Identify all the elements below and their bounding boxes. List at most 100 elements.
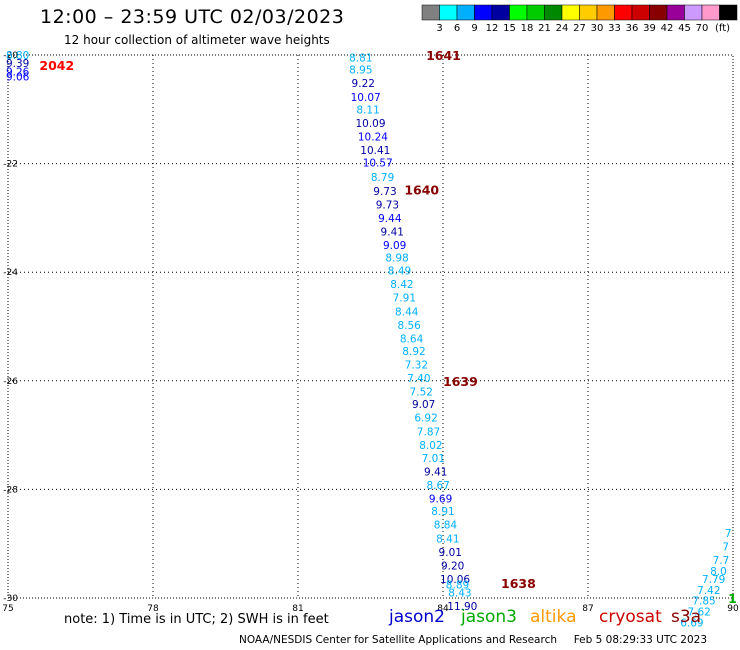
data-point-label: 7: [722, 541, 729, 553]
data-point-label: 7.40: [407, 373, 430, 385]
footer-credit: NOAA/NESDIS Center for Satellite Applica…: [239, 634, 707, 646]
pass-id-label: 1640: [404, 183, 439, 198]
data-point-label: 8.98: [385, 253, 408, 265]
colorbar-tick-label: 33: [608, 23, 621, 34]
data-point-label: 10.24: [358, 131, 388, 143]
data-point-label: 8.02: [419, 440, 442, 452]
data-point-label: 9.69: [429, 494, 452, 506]
colorbar-unit: (ft): [715, 23, 730, 34]
y-tick-label: -28: [3, 485, 18, 495]
colorbar-tick-label: 30: [591, 23, 604, 34]
colorbar-tick-label: 12: [486, 23, 499, 34]
data-point-label: 10.09: [355, 118, 385, 130]
data-point-label: 7.7: [713, 555, 730, 567]
data-point-label: 7.79: [702, 574, 725, 586]
colorbar-legend: 3 6 9 12 15 18 21 24 27 30 33 36 39 42 45 70 (ft): [421, 4, 738, 34]
data-point-label: 9.06: [6, 72, 30, 84]
colorbar-tick-label: 45: [678, 23, 691, 34]
data-point-label: 8.43: [448, 588, 471, 600]
x-tick-label: 75: [2, 604, 13, 614]
data-point-label: 9.41: [381, 226, 404, 238]
data-point-label: 9.22: [352, 78, 375, 90]
data-point-label: 8.41: [436, 533, 459, 545]
y-tick-label: -24: [3, 268, 18, 278]
x-tick-label: 81: [292, 604, 303, 614]
footer-timestamp: Feb 5 08:29:33 UTC 2023: [573, 634, 708, 646]
data-point-label: 8.84: [434, 520, 458, 532]
x-tick-label: 78: [147, 604, 159, 614]
colorbar-tick-label: 3: [436, 23, 442, 34]
data-point-label: 7.87: [417, 426, 440, 438]
data-point-label: 8.42: [390, 279, 413, 291]
data-point-label: 9.73: [373, 186, 396, 198]
data-point-label: 9.01: [439, 547, 462, 559]
data-point-label: 9.20: [441, 560, 464, 572]
y-tick-label: -20: [3, 51, 18, 61]
data-point-label: 9.44: [378, 213, 402, 225]
data-point-label: 8.91: [431, 506, 454, 518]
data-point-label: 9.09: [383, 240, 406, 252]
x-tick-label: 90: [727, 604, 739, 614]
credit-text: NOAA/NESDIS Center for Satellite Applica…: [239, 634, 557, 646]
legend-s3a: s3a: [671, 607, 702, 627]
colorbar-tick-label: 27: [573, 23, 586, 34]
data-point-label: 7.62: [687, 607, 710, 619]
pass-id-label: 2042: [39, 58, 74, 73]
data-point-label: 11.90: [447, 601, 477, 613]
colorbar-tick-label: 21: [538, 23, 551, 34]
data-point-label: 7.52: [410, 387, 433, 399]
data-point-label: 10.57: [363, 158, 393, 170]
data-point-label: 10.06: [440, 574, 470, 586]
colorbar-tick-label: 15: [503, 23, 516, 34]
y-tick-label: -30: [3, 594, 18, 604]
colorbar-swatch: [719, 4, 738, 21]
data-point-label: 7.85: [692, 596, 715, 608]
data-point-label: 9.07: [412, 399, 435, 411]
pass-id-label: 1638: [501, 576, 536, 591]
chart-title: 12:00 – 23:59 UTC 02/03/2023: [40, 6, 345, 28]
x-tick-label: 84: [437, 604, 449, 614]
legend-jason3: jason3: [461, 607, 517, 627]
data-point-label: 9.41: [424, 466, 447, 478]
data-point-label: 7.91: [393, 293, 416, 305]
colorbar-tick-label: 9: [471, 23, 477, 34]
data-point-label: 10.07: [351, 92, 381, 104]
chart-subtitle: 12 hour collection of altimeter wave hei…: [64, 33, 330, 47]
data-point-label: 8.80: [6, 50, 29, 62]
data-point-label: 9.26: [6, 66, 30, 78]
colorbar-tick-label: 18: [521, 23, 534, 34]
colorbar-tick-label: 6: [454, 23, 460, 34]
data-point-label: 6.69: [680, 617, 703, 629]
data-point-label: 7.42: [697, 585, 720, 597]
data-point-label: 8.81: [349, 53, 372, 65]
data-point-label: 8.49: [388, 266, 411, 278]
colorbar-tick-label: 36: [626, 23, 639, 34]
data-point-label: 8.64: [400, 333, 424, 345]
plot-frame: [7, 54, 734, 599]
pass-id-label: 1: [728, 591, 737, 606]
colorbar-tick-label: 24: [556, 23, 569, 34]
x-tick-label: 87: [582, 604, 593, 614]
data-point-label: 8.67: [426, 480, 449, 492]
data-point-label: 8.95: [349, 65, 372, 77]
data-point-label: 8.0: [710, 566, 727, 578]
data-point-label: 6.92: [414, 413, 437, 425]
data-point-label: 10.41: [360, 145, 390, 157]
legend-cryosat: cryosat: [599, 607, 662, 627]
data-point-label: 8.44: [395, 306, 419, 318]
data-point-label: 7: [725, 528, 732, 540]
data-point-label: 9.39: [6, 58, 29, 70]
data-point-label: 8.89: [446, 579, 469, 591]
data-point-label: 8.56: [397, 320, 421, 332]
data-point-label: 7.01: [422, 453, 445, 465]
colorbar-tick-label: 42: [661, 23, 674, 34]
data-point-label: 7.32: [405, 360, 428, 372]
data-point-label: 8.79: [371, 172, 394, 184]
colorbar-tick-label: 39: [643, 23, 656, 34]
legend-jason2: jason2: [389, 607, 445, 627]
y-tick-label: -22: [3, 160, 18, 170]
colorbar-tick-label: 70: [696, 23, 709, 34]
data-point-label: 8.92: [402, 346, 425, 358]
legend-altika: altika: [530, 607, 577, 627]
